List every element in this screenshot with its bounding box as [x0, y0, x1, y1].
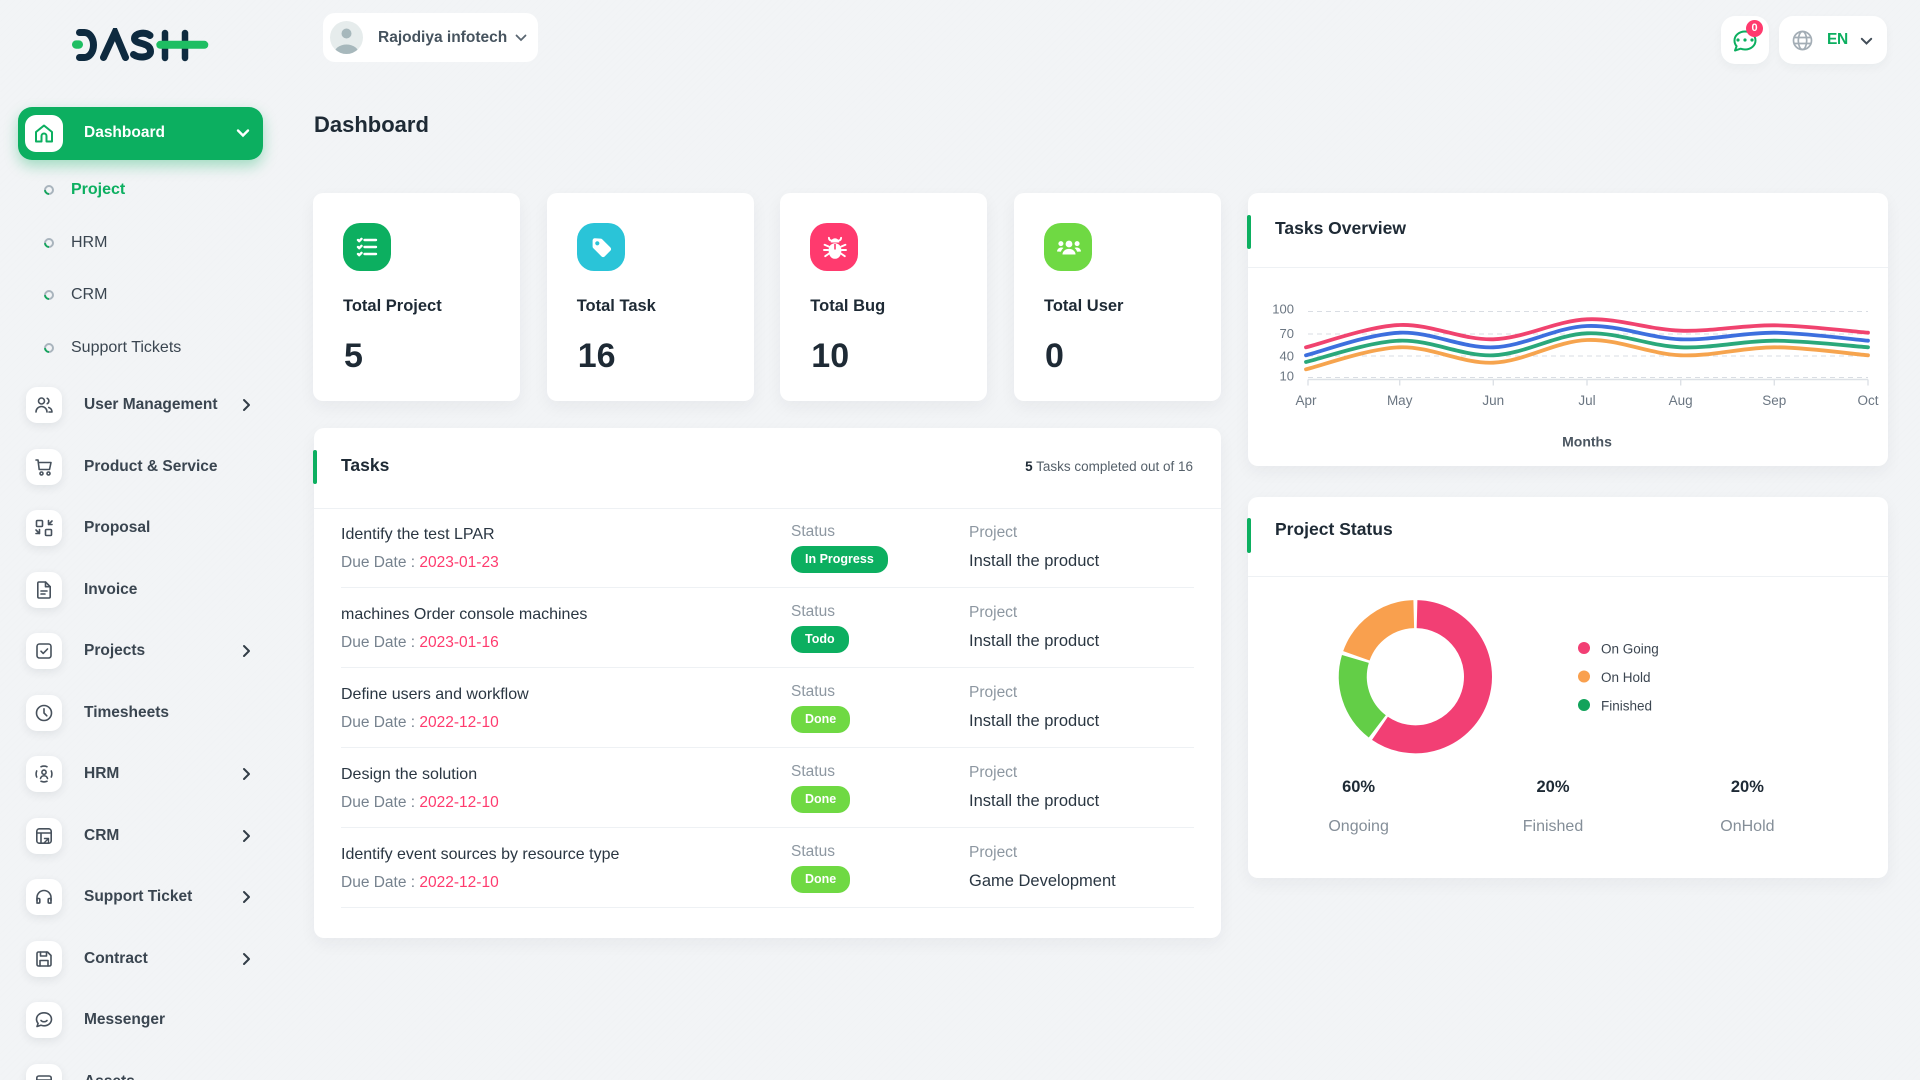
svg-text:Ongoing: Ongoing [1328, 818, 1389, 835]
svg-text:OnHold: OnHold [1720, 818, 1774, 835]
svg-text:Jun: Jun [1482, 393, 1504, 408]
svg-text:70: 70 [1280, 326, 1294, 341]
svg-text:20%: 20% [1536, 778, 1569, 796]
svg-text:Finished: Finished [1523, 818, 1583, 835]
svg-text:Months: Months [1562, 434, 1612, 450]
svg-text:Jul: Jul [1578, 393, 1595, 408]
svg-text:10: 10 [1280, 369, 1294, 384]
svg-text:May: May [1387, 393, 1413, 408]
svg-text:40: 40 [1280, 349, 1294, 364]
svg-text:Apr: Apr [1295, 393, 1317, 408]
svg-text:60%: 60% [1342, 778, 1375, 796]
svg-text:Oct: Oct [1857, 393, 1878, 408]
svg-text:On Hold: On Hold [1601, 670, 1651, 685]
svg-text:Sep: Sep [1762, 393, 1786, 408]
svg-text:Finished: Finished [1601, 699, 1652, 714]
svg-text:20%: 20% [1731, 778, 1764, 796]
svg-text:Aug: Aug [1669, 393, 1693, 408]
svg-text:100: 100 [1272, 302, 1294, 317]
svg-text:On Going: On Going [1601, 642, 1659, 657]
